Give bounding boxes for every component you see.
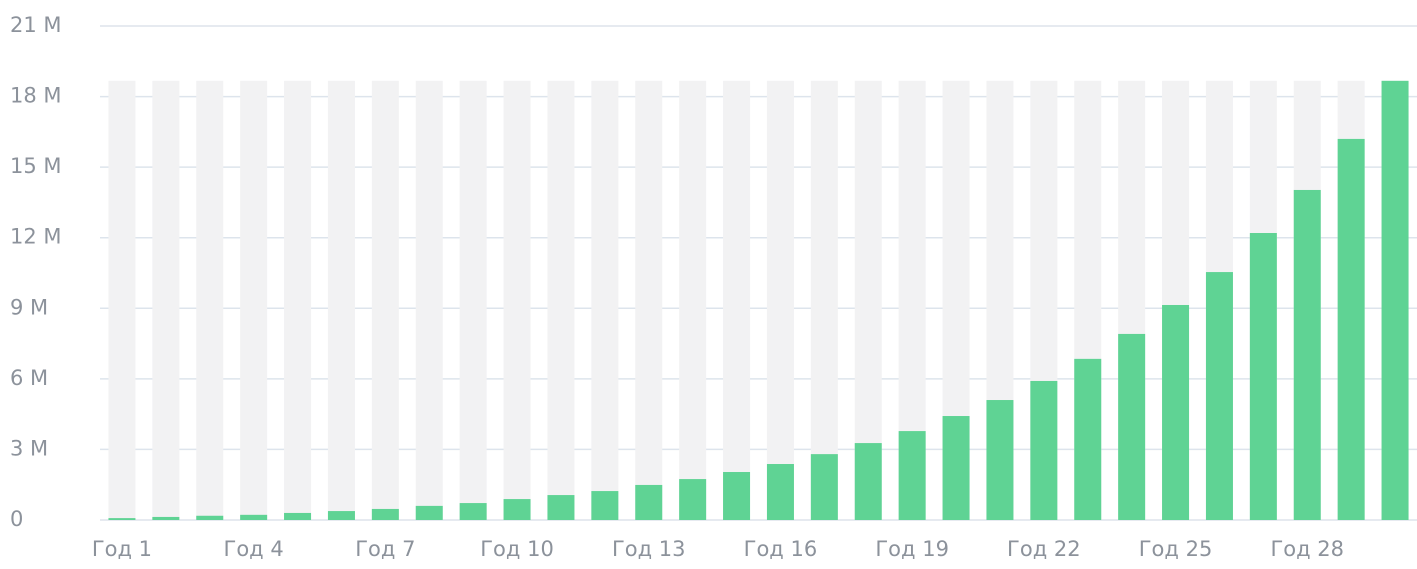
bar xyxy=(1118,333,1146,520)
bar-background xyxy=(415,80,443,520)
bar xyxy=(679,479,707,520)
bar xyxy=(547,495,575,520)
y-tick-label: 0 xyxy=(10,507,23,531)
x-tick-label: Год 1 xyxy=(92,537,152,561)
bar-background xyxy=(459,80,487,520)
bar xyxy=(415,505,443,520)
bar xyxy=(1381,80,1409,520)
x-tick-label: Год 19 xyxy=(875,537,949,561)
bar xyxy=(327,511,355,520)
bar xyxy=(1337,138,1365,520)
y-tick-label: 18 M xyxy=(10,84,62,108)
x-tick-label: Год 25 xyxy=(1139,537,1213,561)
bar-background xyxy=(284,80,312,520)
bar xyxy=(1293,189,1321,521)
bar-background xyxy=(766,80,794,520)
bar xyxy=(1162,304,1190,520)
x-tick-label: Год 10 xyxy=(480,537,554,561)
bar-background xyxy=(108,80,136,520)
bar xyxy=(810,454,838,520)
x-tick-label: Год 13 xyxy=(612,537,686,561)
x-tick-label: Год 4 xyxy=(224,537,284,561)
y-tick-label: 12 M xyxy=(10,225,62,249)
bar-background xyxy=(547,80,575,520)
bar-background xyxy=(723,80,751,520)
bar xyxy=(723,472,751,520)
bar xyxy=(635,484,663,520)
y-tick-label: 21 M xyxy=(10,13,62,37)
bar-background xyxy=(152,80,180,520)
bar xyxy=(240,514,268,520)
bar-background xyxy=(679,80,707,520)
bar xyxy=(942,416,970,520)
bar xyxy=(196,515,224,520)
bar xyxy=(1205,272,1233,520)
bar-background xyxy=(635,80,663,520)
x-tick-label: Год 22 xyxy=(1007,537,1081,561)
bar xyxy=(1249,233,1277,520)
bar-background xyxy=(591,80,619,520)
x-tick-label: Год 16 xyxy=(744,537,818,561)
bar xyxy=(284,512,312,520)
bar xyxy=(898,431,926,520)
bar xyxy=(1030,380,1058,520)
bar xyxy=(371,508,399,520)
bar-background xyxy=(810,80,838,520)
x-tick-label: Год 28 xyxy=(1270,537,1344,561)
bar-background xyxy=(371,80,399,520)
bar-background xyxy=(327,80,355,520)
y-tick-label: 9 M xyxy=(10,295,48,319)
bar xyxy=(108,518,136,520)
bar xyxy=(591,491,619,520)
y-tick-label: 3 M xyxy=(10,436,48,460)
bar xyxy=(986,400,1014,520)
bar xyxy=(766,464,794,520)
bar xyxy=(1074,358,1102,520)
bar-background xyxy=(503,80,531,520)
bar xyxy=(459,503,487,520)
bar-background xyxy=(240,80,268,520)
bar-background xyxy=(196,80,224,520)
y-tick-label: 15 M xyxy=(10,154,62,178)
bar xyxy=(503,499,531,520)
x-tick-label: Год 7 xyxy=(355,537,415,561)
y-tick-label: 6 M xyxy=(10,366,48,390)
bar xyxy=(152,516,180,520)
bar xyxy=(854,443,882,520)
